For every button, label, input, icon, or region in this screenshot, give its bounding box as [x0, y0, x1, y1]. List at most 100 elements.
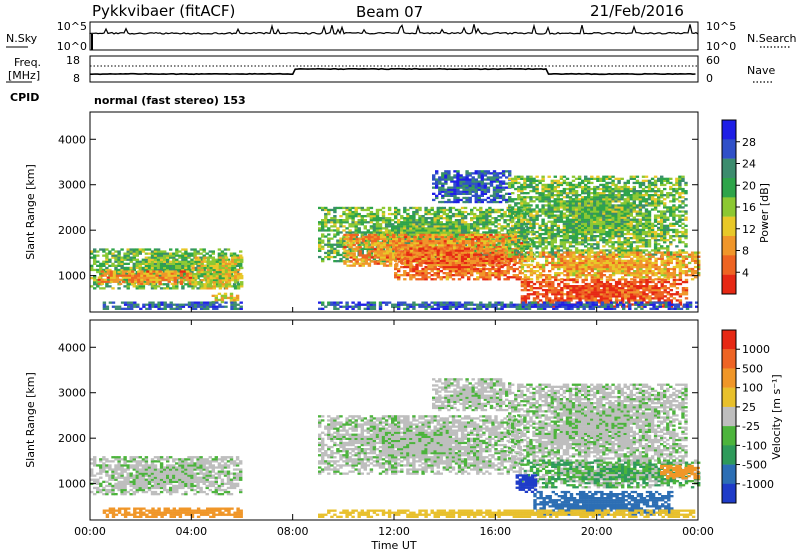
power-cells-cell: [581, 198, 585, 201]
power-cells-cell: [439, 210, 443, 214]
power-cells-cell: [388, 262, 393, 265]
power-cells-cell: [394, 208, 398, 212]
power-cells-cell: [193, 301, 198, 304]
power-cells-cell: [553, 239, 557, 242]
power-cells-cell: [412, 251, 416, 254]
power-cells-cell: [562, 220, 567, 223]
power-cells-cell: [517, 241, 521, 244]
power-cells-cell: [409, 247, 413, 250]
power-cells-cell: [538, 210, 542, 213]
power-cells-cell: [529, 226, 533, 230]
power-cells-cell: [407, 235, 411, 239]
power-cells-cell: [498, 196, 503, 200]
power-cells-cell: [185, 270, 190, 273]
power-cells-cell: [474, 233, 478, 237]
power-cells-cell: [430, 212, 434, 216]
power-cells-cell: [470, 208, 474, 212]
power-cells-cell: [93, 250, 97, 253]
power-cells-cell: [482, 270, 486, 273]
power-cells-cell: [352, 262, 356, 265]
power-cells-cell: [512, 276, 516, 279]
power-cells-cell: [489, 176, 494, 179]
power-cells-cell: [474, 242, 478, 245]
power-cells-cell: [141, 266, 146, 270]
power-cells-cell: [556, 206, 560, 209]
power-cells-cell: [199, 305, 204, 308]
power-cells-cell: [212, 281, 216, 284]
power-cells-cell: [441, 186, 445, 189]
power-cells-cell: [143, 274, 147, 277]
power-cells-cell: [470, 212, 474, 216]
power-cells-cell: [173, 274, 177, 277]
power-cells-cell: [474, 198, 478, 202]
power-cells-cell: [97, 282, 101, 285]
power-cells-cell: [541, 177, 545, 180]
power-cells-cell: [483, 172, 488, 175]
power-cells-cell: [581, 228, 585, 232]
power-cells-cell: [109, 280, 114, 283]
power-cells-cell: [453, 198, 457, 202]
power-cells-cell: [451, 259, 456, 262]
power-cells-cell: [111, 301, 116, 304]
power-cells-cell: [409, 235, 413, 238]
power-cells-cell: [358, 258, 362, 261]
power-cells-cell: [480, 182, 484, 185]
power-cells-cell: [550, 226, 554, 230]
power-cells-cell: [462, 186, 466, 189]
power-cells-cell: [497, 270, 501, 273]
power-cells-cell: [240, 260, 244, 263]
power-cells-cell: [529, 222, 533, 225]
power-cells-cell: [427, 227, 431, 230]
power-cells-cell: [150, 252, 155, 255]
power-cells-cell: [467, 225, 471, 228]
power-cells-cell: [392, 246, 396, 249]
power-cells-cell: [483, 190, 488, 193]
power-cells-cell: [454, 208, 459, 212]
power-cells-cell: [550, 214, 554, 217]
power-cells-cell: [403, 210, 407, 214]
power-cells-cell: [574, 212, 579, 215]
power-cells-cell: [571, 239, 576, 242]
power-cells-cell: [514, 187, 518, 191]
power-cells-cell: [128, 272, 132, 275]
power-cells-cell: [477, 242, 481, 245]
power-cells-cell: [495, 190, 500, 193]
power-cells-cell: [602, 198, 606, 201]
power-cells-cell: [382, 258, 387, 261]
power-cells-cell: [206, 285, 210, 288]
power-cells-cell: [123, 266, 127, 270]
power-cells-cell: [142, 303, 146, 306]
power-cells-cell: [453, 194, 457, 197]
power-cells-cell: [463, 267, 468, 271]
power-cells-cell: [460, 247, 465, 250]
power-cells-cell: [448, 247, 453, 250]
power-cells-cell: [333, 243, 337, 246]
power-cells-cell: [406, 255, 410, 258]
power-cells-cell: [460, 253, 465, 256]
power-cells-cell: [318, 223, 322, 226]
power-cells-cell: [550, 208, 554, 211]
power-cells-cell: [109, 274, 114, 277]
power-cells-cell: [482, 210, 486, 214]
power-cells-cell: [159, 262, 164, 265]
power-cells-cell: [565, 183, 570, 187]
power-cells-cell: [427, 229, 431, 232]
power-cells-cell: [330, 245, 334, 248]
power-cells-cell: [357, 247, 361, 250]
power-cells-cell: [444, 190, 448, 193]
power-cells-cell: [451, 229, 456, 232]
power-cells-cell: [568, 230, 573, 234]
power-cells-cell: [409, 263, 413, 267]
power-cells-cell: [497, 231, 501, 234]
power-cells-cell: [339, 245, 343, 248]
power-cells-cell: [479, 272, 483, 275]
power-cells-cell: [363, 231, 367, 234]
power-cells-cell: [501, 182, 506, 185]
power-cells-cell: [468, 244, 472, 247]
power-cells-cell: [443, 237, 448, 241]
power-cells-cell: [214, 258, 218, 261]
power-cells-cell: [511, 235, 515, 238]
power-cells-cell: [451, 261, 456, 265]
power-cells-cell: [364, 256, 368, 259]
power-cells-cell: [339, 237, 343, 240]
